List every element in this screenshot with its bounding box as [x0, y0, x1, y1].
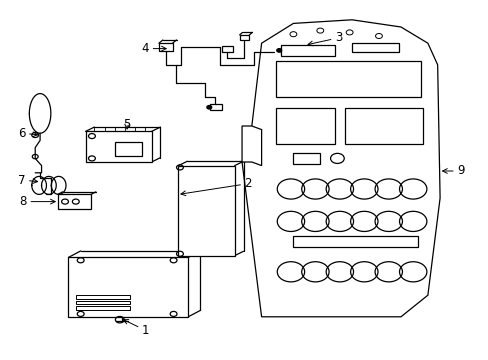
Text: 1: 1 [123, 320, 149, 337]
Bar [281, 47, 293, 54]
Bar [293, 236, 417, 247]
Bar [115, 142, 142, 156]
Text: 3: 3 [307, 31, 342, 46]
Bar [178, 166, 234, 256]
Text: 6: 6 [18, 127, 38, 140]
Polygon shape [242, 20, 439, 317]
Bar [76, 295, 129, 299]
Bar [68, 257, 188, 317]
Bar [58, 194, 91, 209]
Text: 9: 9 [442, 165, 464, 177]
Bar [76, 306, 129, 310]
Text: 5: 5 [123, 118, 131, 131]
Bar [222, 46, 233, 52]
Bar [351, 43, 398, 52]
Circle shape [206, 105, 211, 109]
Bar [276, 108, 334, 144]
Bar [210, 104, 222, 110]
Bar [281, 45, 334, 56]
Text: 4: 4 [142, 42, 166, 55]
Text: 7: 7 [18, 174, 38, 186]
Text: 2: 2 [181, 177, 251, 195]
Bar [293, 153, 320, 164]
Bar [159, 43, 172, 51]
Bar [276, 61, 420, 97]
Bar [344, 108, 422, 144]
Bar [76, 301, 129, 304]
Bar [85, 131, 151, 162]
Circle shape [276, 49, 281, 52]
Polygon shape [242, 126, 261, 166]
Text: 8: 8 [20, 195, 55, 208]
Bar [239, 35, 249, 40]
